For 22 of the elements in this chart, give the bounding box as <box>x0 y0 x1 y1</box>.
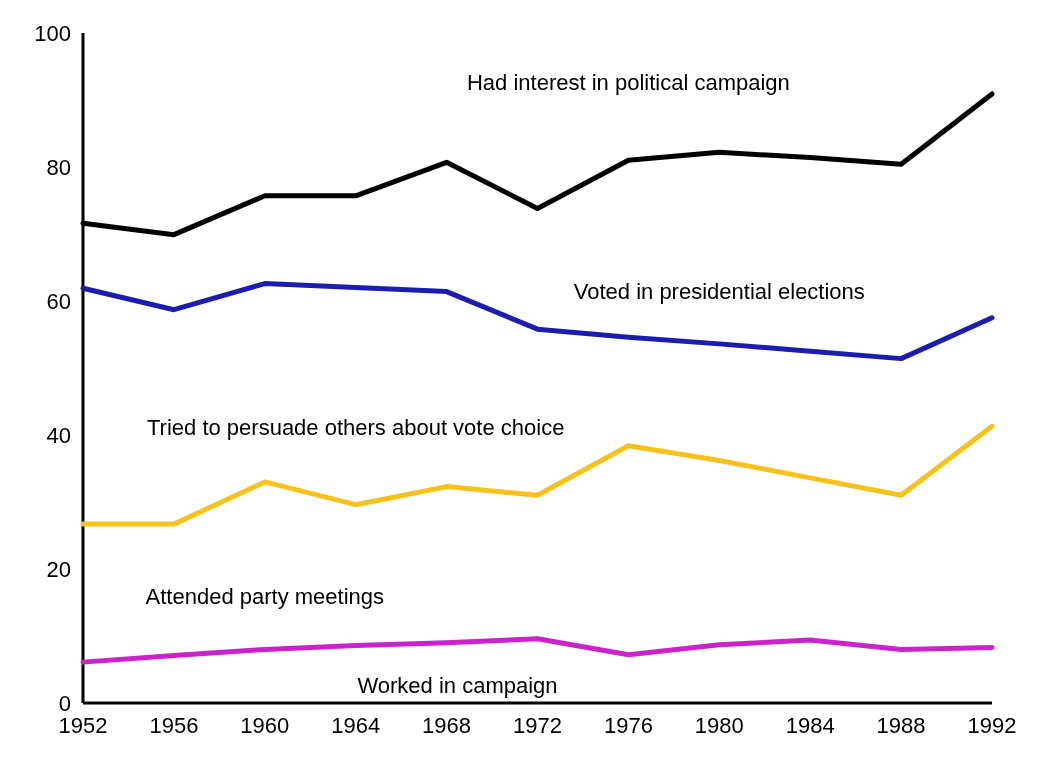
x-tick-label: 1992 <box>967 713 1017 738</box>
text: Had interest in political campaign <box>466 70 790 96</box>
y-tick-label: 40 <box>46 422 71 448</box>
y-tick-label: 60 <box>46 288 71 314</box>
x-tick-label: 1952 <box>58 713 108 738</box>
y-tick-label: 20 <box>46 556 71 582</box>
x-tick-label: 1988 <box>876 713 926 738</box>
series-label: Tried to persuade others about vote choice <box>146 414 565 440</box>
x-tick-label: 1968 <box>422 713 472 738</box>
y-tick-label: 0 <box>58 690 71 716</box>
series-label: Attended party meetings <box>145 584 385 610</box>
series-label: Voted in presidential elections <box>573 278 865 304</box>
x-tick-label: 1964 <box>331 713 381 738</box>
x-tick-label: 1980 <box>694 713 744 738</box>
x-tick-label: 1984 <box>785 713 835 738</box>
annotation: Worked in campaign <box>357 673 558 698</box>
y-tick-label: 100 <box>34 20 71 46</box>
x-tick-label: 1960 <box>240 713 290 738</box>
x-tick-label: 1976 <box>603 713 653 738</box>
x-tick-label: 1956 <box>149 713 199 738</box>
x-tick-label: 1972 <box>513 713 562 738</box>
y-tick-label: 80 <box>46 154 71 180</box>
